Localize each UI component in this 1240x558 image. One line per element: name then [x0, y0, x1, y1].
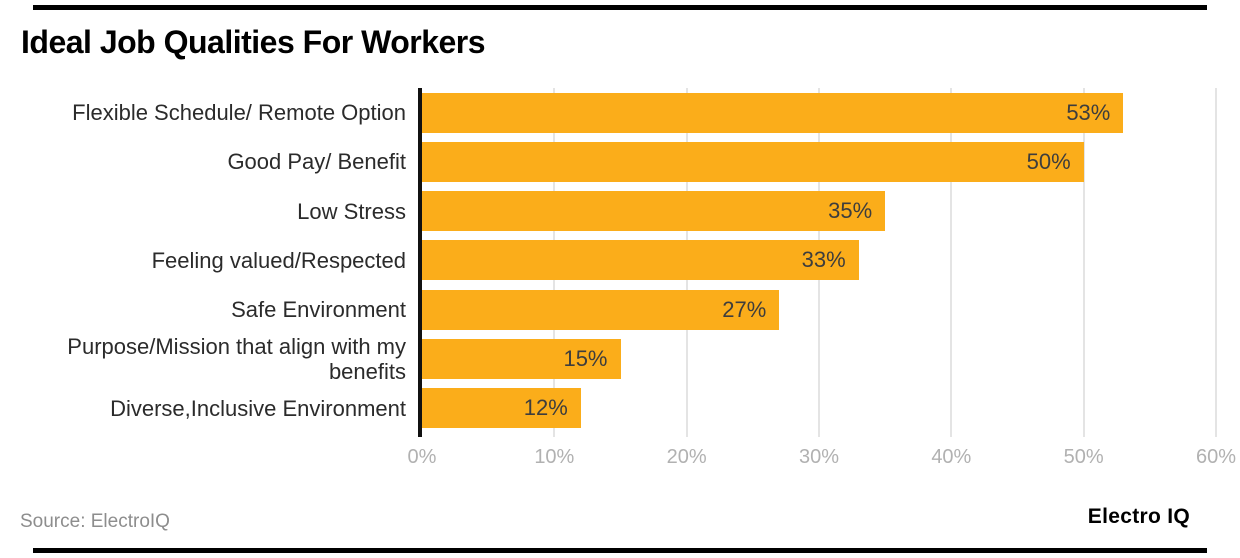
bar-track: 12% — [422, 388, 1216, 429]
y-axis-line — [418, 88, 422, 437]
bar-row: Low Stress 35% — [0, 187, 1240, 236]
brand-logo: Electro IQ — [1087, 505, 1190, 528]
x-axis-ticks: 0% 10% 20% 30% 40% 50% 60% — [408, 446, 1236, 472]
category-label: Flexible Schedule/ Remote Option — [72, 100, 406, 126]
x-tick-label: 40% — [931, 446, 972, 468]
plot-area: Flexible Schedule/ Remote Option 53% Good … — [0, 88, 1240, 437]
x-tick-label: 60% — [1195, 446, 1237, 468]
bar: 12% — [422, 388, 581, 429]
bar: 50% — [422, 141, 1084, 182]
value-label: 33% — [801, 247, 846, 273]
bar-rows: Flexible Schedule/ Remote Option 53% Good … — [0, 88, 1240, 437]
x-tick-label: 10% — [534, 446, 575, 468]
bar: 33% — [422, 240, 859, 281]
category-label: Purpose/Mission that align with my benef… — [67, 333, 406, 384]
bar-row: Diverse,Inclusive Environment 12% — [0, 384, 1240, 433]
chart-title: Ideal Job Qualities For Workers — [21, 24, 486, 60]
bar-track: 33% — [422, 240, 1216, 281]
category-label: Diverse,Inclusive Environment — [110, 395, 406, 421]
x-tick-label: 0% — [407, 446, 437, 468]
bar: 27% — [422, 289, 780, 330]
bar: 35% — [422, 191, 886, 232]
bar-track: 15% — [422, 338, 1216, 379]
x-tick-label: 20% — [666, 446, 707, 468]
x-tick-label: 50% — [1063, 446, 1104, 468]
bar-row: Good Pay/ Benefit 50% — [0, 137, 1240, 186]
bar-track: 50% — [422, 141, 1216, 182]
category-label: Good Pay/ Benefit — [227, 149, 406, 175]
bottom-rule — [33, 548, 1207, 553]
value-label: 12% — [523, 395, 568, 421]
bar-track: 27% — [422, 289, 1216, 330]
category-label: Feeling valued/Respected — [151, 247, 406, 273]
gridline — [1082, 88, 1085, 437]
category-label: Safe Environment — [231, 297, 406, 323]
value-label: 35% — [828, 198, 873, 224]
source-text: Source: ElectroIQ — [20, 511, 170, 532]
value-label: 53% — [1066, 99, 1111, 125]
value-label: 27% — [722, 296, 767, 322]
category-label: Low Stress — [297, 198, 406, 224]
bar-row: Safe Environment 27% — [0, 285, 1240, 334]
value-label: 15% — [563, 345, 608, 371]
bar-track: 53% — [422, 92, 1216, 133]
x-tick-label: 30% — [798, 446, 840, 468]
gridline — [1215, 88, 1217, 437]
bar-row: Feeling valued/Respected 33% — [0, 236, 1240, 285]
bar-row: Flexible Schedule/ Remote Option 53% — [0, 88, 1240, 137]
bar: 15% — [422, 338, 621, 379]
bar-row: Purpose/Mission that align with my benef… — [0, 333, 1240, 384]
top-rule — [33, 5, 1207, 10]
bar: 53% — [422, 92, 1124, 133]
value-label: 50% — [1026, 148, 1071, 174]
bar-track: 35% — [422, 191, 1216, 232]
gridline — [950, 88, 953, 437]
